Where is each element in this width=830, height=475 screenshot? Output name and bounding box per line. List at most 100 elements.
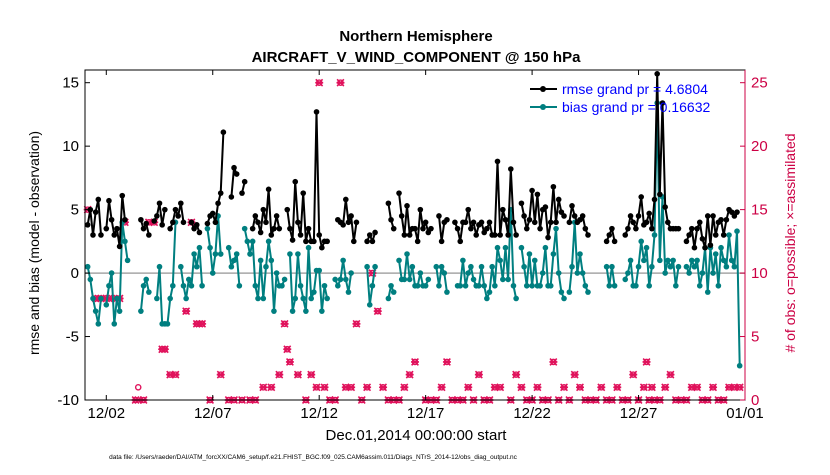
bias-point <box>191 251 197 257</box>
bias-point <box>103 302 110 308</box>
bias-point <box>319 308 325 314</box>
rmse-point <box>452 219 458 226</box>
bias-point <box>625 270 631 276</box>
rmse-point <box>343 196 349 203</box>
bias-point <box>476 282 482 289</box>
bias-point <box>726 232 732 238</box>
rmse-point <box>523 225 530 232</box>
bias-point <box>231 257 237 264</box>
rmse-line-segment <box>206 132 225 224</box>
obs-possible-marker <box>286 358 294 366</box>
rmse-point <box>710 213 716 219</box>
rmse-point <box>444 216 450 223</box>
bias-point <box>683 263 690 270</box>
obs-possible-marker <box>401 384 408 391</box>
bias-line-segment <box>624 102 680 287</box>
y-tick-label: 15 <box>62 75 79 92</box>
bias-point <box>531 257 538 264</box>
rmse-point <box>108 216 115 223</box>
bias-point <box>297 282 304 289</box>
bias-point <box>404 251 410 257</box>
rmse-point <box>106 197 112 204</box>
rmse-point <box>180 219 187 226</box>
obs-possible-marker <box>597 384 605 391</box>
bias-point <box>249 238 256 245</box>
rmse-point <box>404 203 410 209</box>
rmse-point <box>478 219 485 226</box>
rmse-point <box>295 219 301 226</box>
bias-point <box>433 263 440 270</box>
bias-point <box>287 251 293 257</box>
bias-point <box>265 238 272 245</box>
bias-point <box>122 238 128 245</box>
bias-point <box>396 257 402 264</box>
rmse-point <box>122 216 128 223</box>
obs-possible-marker <box>281 320 288 328</box>
bias-point <box>518 244 525 251</box>
obs-possible-marker <box>172 371 179 378</box>
rmse-point <box>257 229 264 236</box>
rmse-point <box>720 232 727 238</box>
rmse-point <box>103 225 110 232</box>
rmse-point <box>231 164 237 171</box>
rmse-point <box>385 200 392 207</box>
legend-bias-label: bias grand pr = 0.16632 <box>562 99 710 115</box>
rmse-point <box>372 229 378 236</box>
rmse-point <box>691 244 698 251</box>
rmse-point <box>473 232 480 238</box>
rmse-point <box>555 196 562 203</box>
obs-possible-marker <box>411 358 419 366</box>
rmse-point <box>159 222 165 228</box>
bias-point <box>292 295 299 302</box>
rmse-point <box>138 216 144 223</box>
bias-point <box>332 276 338 283</box>
rmse-point <box>420 225 426 232</box>
rmse-point <box>497 232 503 238</box>
x-tick-label: 12/07 <box>194 405 232 422</box>
obs-possible-marker <box>464 384 472 391</box>
rmse-point <box>204 220 211 227</box>
rmse-point <box>627 213 634 219</box>
rmse-point <box>95 196 102 203</box>
bias-point <box>281 276 288 283</box>
bias-point <box>673 282 679 289</box>
bias-point <box>481 282 487 289</box>
bias-point <box>401 276 408 283</box>
legend-rmse-label: rmse grand pr = 4.6804 <box>562 81 708 97</box>
bias-point <box>340 257 346 264</box>
rmse-point <box>723 216 730 223</box>
bias-point <box>731 263 738 270</box>
rmse-point <box>611 238 618 245</box>
rmse-point <box>542 204 549 210</box>
bias-line-segment <box>366 266 377 306</box>
rmse-point <box>484 225 490 232</box>
bias-point <box>154 295 160 302</box>
rmse-point <box>162 206 168 213</box>
rmse-point <box>265 186 272 193</box>
bias-point <box>156 263 163 270</box>
rmse-point <box>500 206 506 213</box>
rmse-point <box>518 200 525 207</box>
bias-point <box>111 321 118 327</box>
rmse-point <box>215 200 221 207</box>
rmse-point <box>734 209 740 215</box>
bias-point <box>279 282 285 289</box>
bias-point <box>255 295 261 302</box>
y-axis-label: rmse and bias (model - observation) <box>26 131 42 355</box>
rmse-point <box>289 237 296 243</box>
bias-point <box>116 308 123 314</box>
bias-point <box>225 244 232 251</box>
bias-point <box>521 263 527 270</box>
legend-bias-marker <box>540 104 546 110</box>
rmse-point <box>116 243 123 250</box>
rmse-line-segment <box>105 194 126 248</box>
rmse-point <box>292 178 299 185</box>
bias-point <box>252 282 259 289</box>
rmse-point <box>143 220 150 227</box>
bias-point <box>425 276 432 283</box>
y-tick-label: 5 <box>71 202 79 219</box>
bias-point <box>193 263 200 270</box>
rmse-point <box>92 209 99 215</box>
rmse-point <box>521 213 527 219</box>
bias-point <box>718 244 724 251</box>
